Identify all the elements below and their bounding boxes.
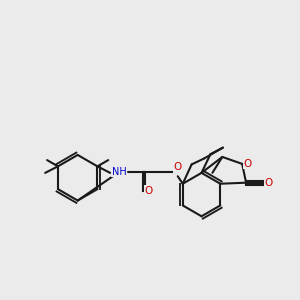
Text: O: O — [264, 178, 272, 188]
Text: NH: NH — [112, 167, 127, 177]
Text: O: O — [174, 162, 182, 172]
Text: O: O — [243, 159, 252, 169]
Text: O: O — [144, 186, 152, 196]
